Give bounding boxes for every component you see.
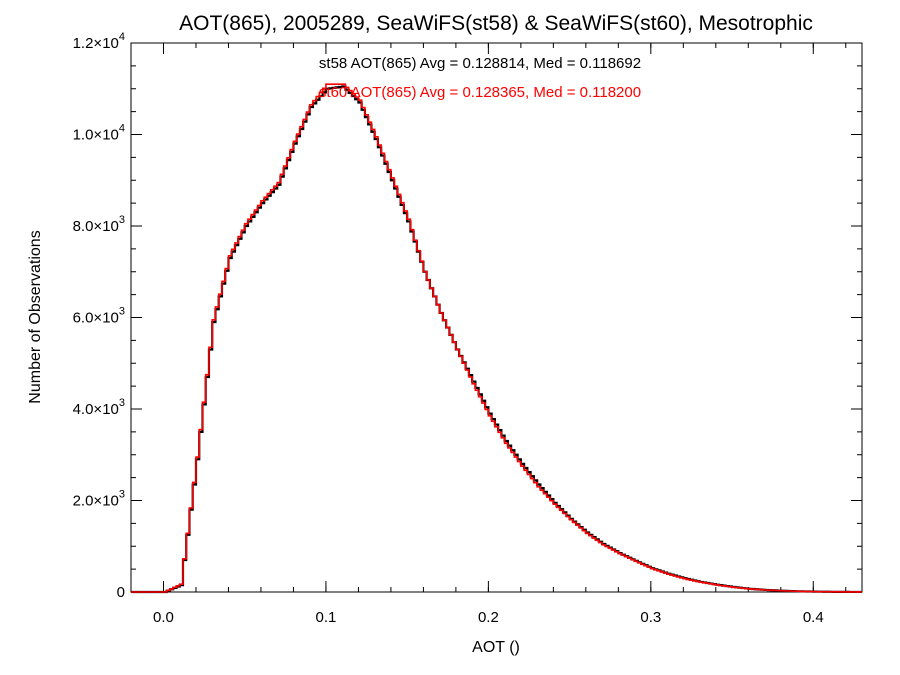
series-st60-line (131, 83, 862, 593)
x-tick-label: 0.0 (153, 609, 174, 626)
y-tick-label: 4.0×103 (73, 397, 125, 418)
y-tick-exponent: 3 (119, 397, 125, 409)
chart-title: AOT(865), 2005289, SeaWiFS(st58) & SeaWi… (179, 12, 813, 35)
x-tick-label: 0.1 (316, 609, 337, 626)
y-tick-exponent: 3 (119, 306, 125, 318)
y-tick-label: 1.0×104 (73, 123, 125, 144)
y-tick-label: 1.2×104 (73, 31, 125, 52)
x-tick-label: 0.3 (640, 609, 661, 626)
x-axis-label: AOT () (472, 639, 520, 656)
y-tick-label: 2.0×103 (73, 489, 125, 510)
y-tick-label: 8.0×103 (73, 214, 125, 235)
x-tick-label: 0.4 (803, 609, 824, 626)
annotation-st58: st58 AOT(865) Avg = 0.128814, Med = 0.11… (319, 55, 641, 72)
axis-ticks (130, 42, 862, 593)
y-tick-exponent: 4 (119, 123, 125, 135)
y-axis-label: Number of Observations (27, 230, 44, 403)
histogram-series (131, 83, 862, 594)
annotation-st60: st60 AOT(865) Avg = 0.128365, Med = 0.11… (319, 84, 641, 101)
y-tick-exponent: 3 (119, 489, 125, 501)
y-tick-exponent: 4 (119, 31, 125, 43)
x-tick-labels: 0.0 0.1 0.2 0.3 0.4 (153, 609, 824, 626)
y-tick-exponent: 3 (119, 214, 125, 226)
y-tick-label: 0 (117, 584, 125, 601)
y-tick-labels: 0 2.0×103 4.0×103 6.0×103 8.0×103 1.0×104 1.2×… (73, 31, 125, 601)
y-tick-label: 6.0×103 (73, 306, 125, 327)
x-tick-label: 0.2 (478, 609, 499, 626)
